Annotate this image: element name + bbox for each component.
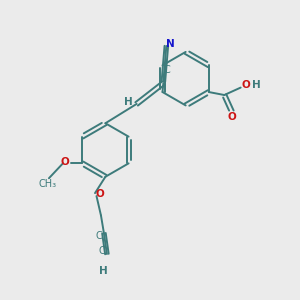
Text: C: C — [98, 246, 105, 256]
Text: H: H — [99, 266, 107, 276]
Text: O: O — [242, 80, 250, 90]
Text: C: C — [95, 231, 102, 241]
Text: H: H — [252, 80, 260, 90]
Text: C: C — [164, 65, 170, 75]
Text: N: N — [166, 39, 174, 49]
Text: O: O — [227, 112, 236, 122]
Text: CH₃: CH₃ — [38, 179, 56, 189]
Text: H: H — [124, 98, 133, 107]
Text: O: O — [96, 189, 105, 199]
Text: O: O — [61, 158, 70, 167]
